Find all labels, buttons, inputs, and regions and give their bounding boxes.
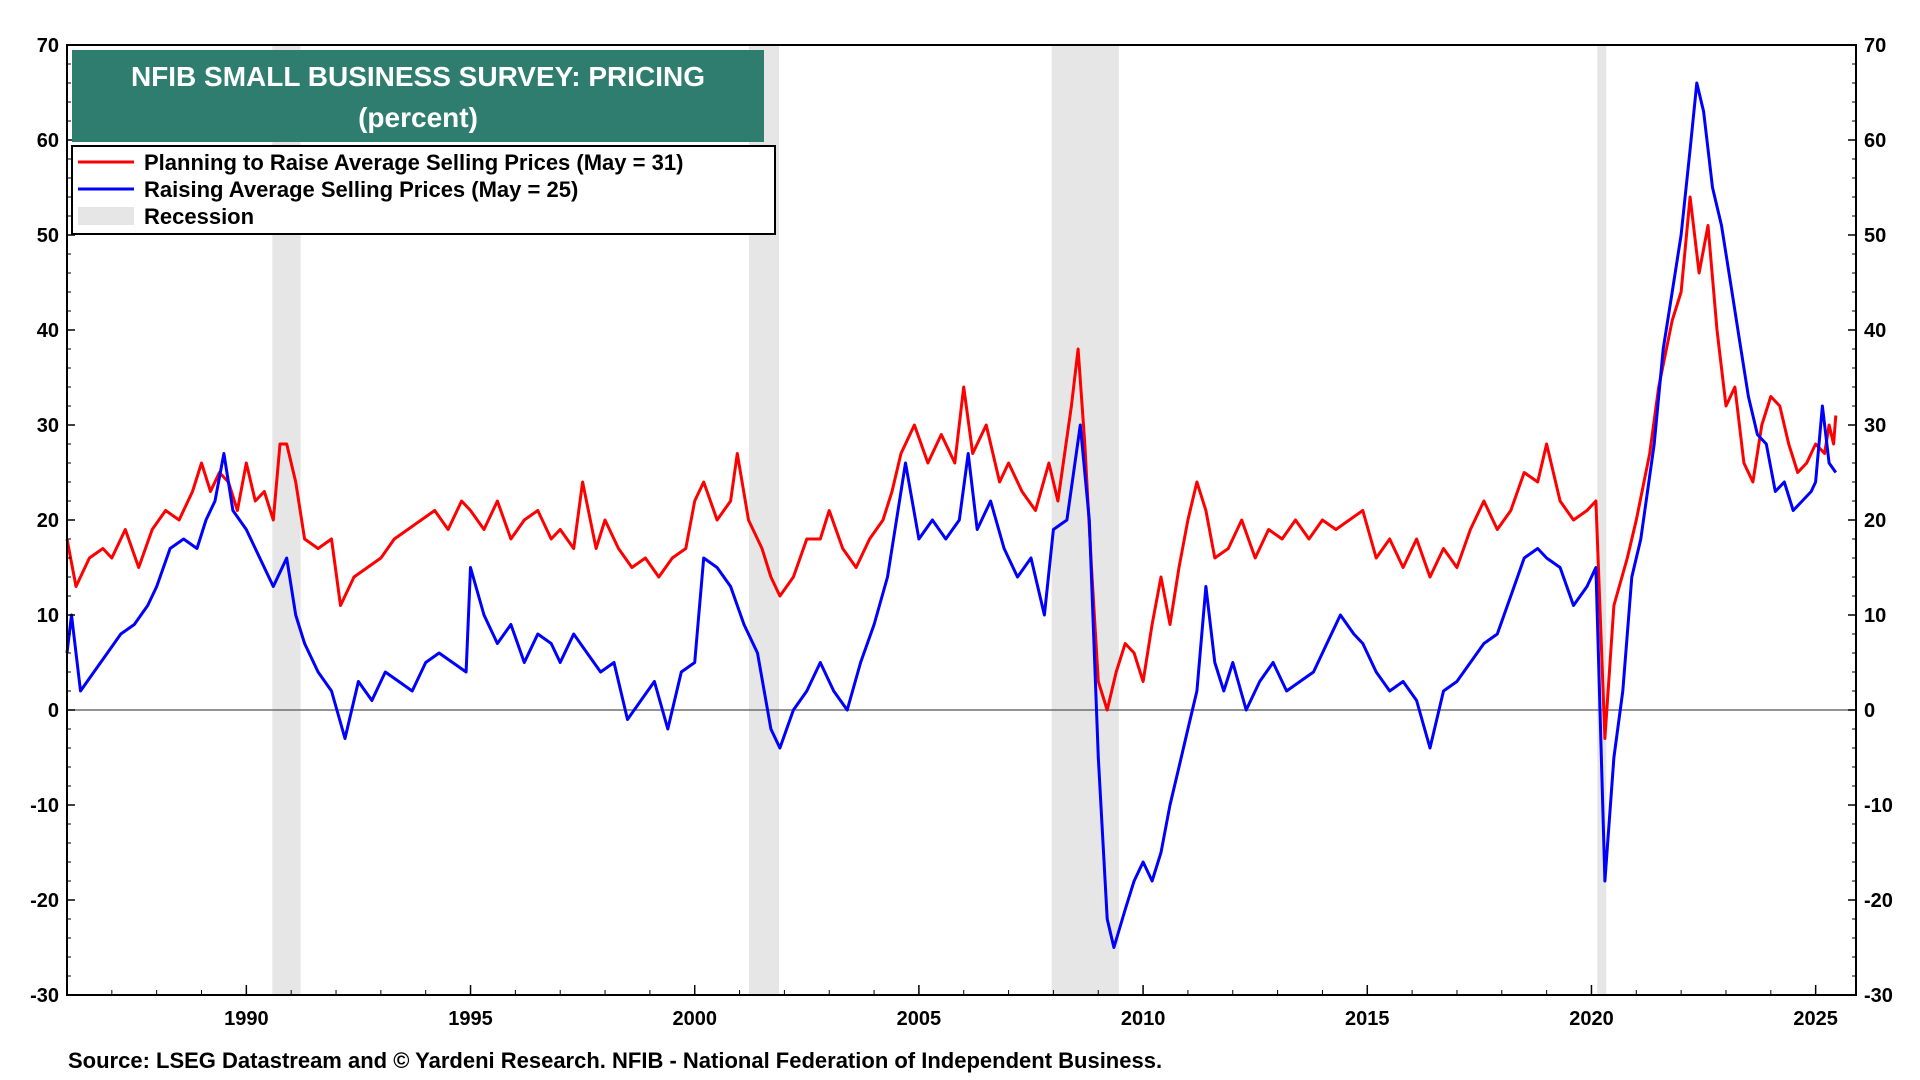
x-axis-ticks: 1990 1995 2000 2005 2010 2015 2020 2025 — [66, 985, 1838, 1030]
y-axis-ticks: -30 -30 -20 -20 -10 -10 0 0 10 10 20 20 30 30 40 40 50 50… — [30, 35, 1893, 1007]
legend: Planning to Raise Average Selling Prices… — [71, 145, 776, 235]
x-tick-label: 1995 — [448, 1008, 493, 1030]
x-tick-label: 2000 — [672, 1008, 717, 1030]
recession-band-3 — [1051, 45, 1119, 995]
y-tick-label-right: 60 — [1864, 130, 1886, 152]
recession-band-4 — [1597, 45, 1607, 995]
y-tick-label-left: 70 — [37, 35, 59, 57]
y-tick-label-right: 10 — [1864, 605, 1886, 627]
x-tick-label: 1990 — [224, 1008, 269, 1030]
y-tick-label-right: 20 — [1864, 510, 1886, 532]
x-tick-label: 2015 — [1345, 1008, 1390, 1030]
y-tick-label-left: 30 — [37, 415, 59, 437]
y-tick-label-right: -30 — [1864, 985, 1893, 1007]
legend-label-raising: Raising Average Selling Prices (May = 25… — [144, 177, 578, 202]
y-tick-label-left: -30 — [30, 985, 59, 1007]
y-tick-label-left: 20 — [37, 510, 59, 532]
series-line-planning-to-raise — [65, 195, 1838, 740]
chart-title: NFIB SMALL BUSINESS SURVEY: PRICING — [131, 61, 705, 92]
series-line-raising — [65, 81, 1838, 949]
title-box: NFIB SMALL BUSINESS SURVEY: PRICING (per… — [72, 50, 764, 142]
legend-label-planning: Planning to Raise Average Selling Prices… — [144, 150, 683, 175]
y-tick-label-left: -20 — [30, 890, 59, 912]
y-tick-label-right: 0 — [1864, 700, 1875, 722]
y-tick-label-left: 10 — [37, 605, 59, 627]
legend-swatch-recession — [78, 207, 134, 225]
y-tick-label-left: -10 — [30, 795, 59, 817]
y-tick-label-right: 40 — [1864, 320, 1886, 342]
y-tick-label-left: 40 — [37, 320, 59, 342]
legend-label-recession: Recession — [144, 204, 254, 229]
y-tick-label-right: -10 — [1864, 795, 1893, 817]
x-tick-label: 2010 — [1121, 1008, 1166, 1030]
x-tick-label: 2020 — [1569, 1008, 1614, 1030]
chart-subtitle: (percent) — [358, 102, 478, 133]
y-tick-label-left: 0 — [48, 700, 59, 722]
y-tick-label-right: 70 — [1864, 35, 1886, 57]
x-tick-label: 2025 — [1793, 1008, 1838, 1030]
y-tick-label-right: 50 — [1864, 225, 1886, 247]
y-tick-label-right: -20 — [1864, 890, 1893, 912]
y-tick-label-right: 30 — [1864, 415, 1886, 437]
series-lines — [65, 81, 1838, 949]
y-tick-label-left: 60 — [37, 130, 59, 152]
y-tick-label-left: 50 — [37, 225, 59, 247]
source-note: Source: LSEG Datastream and © Yardeni Re… — [68, 1048, 1162, 1073]
x-tick-label: 2005 — [897, 1008, 942, 1030]
